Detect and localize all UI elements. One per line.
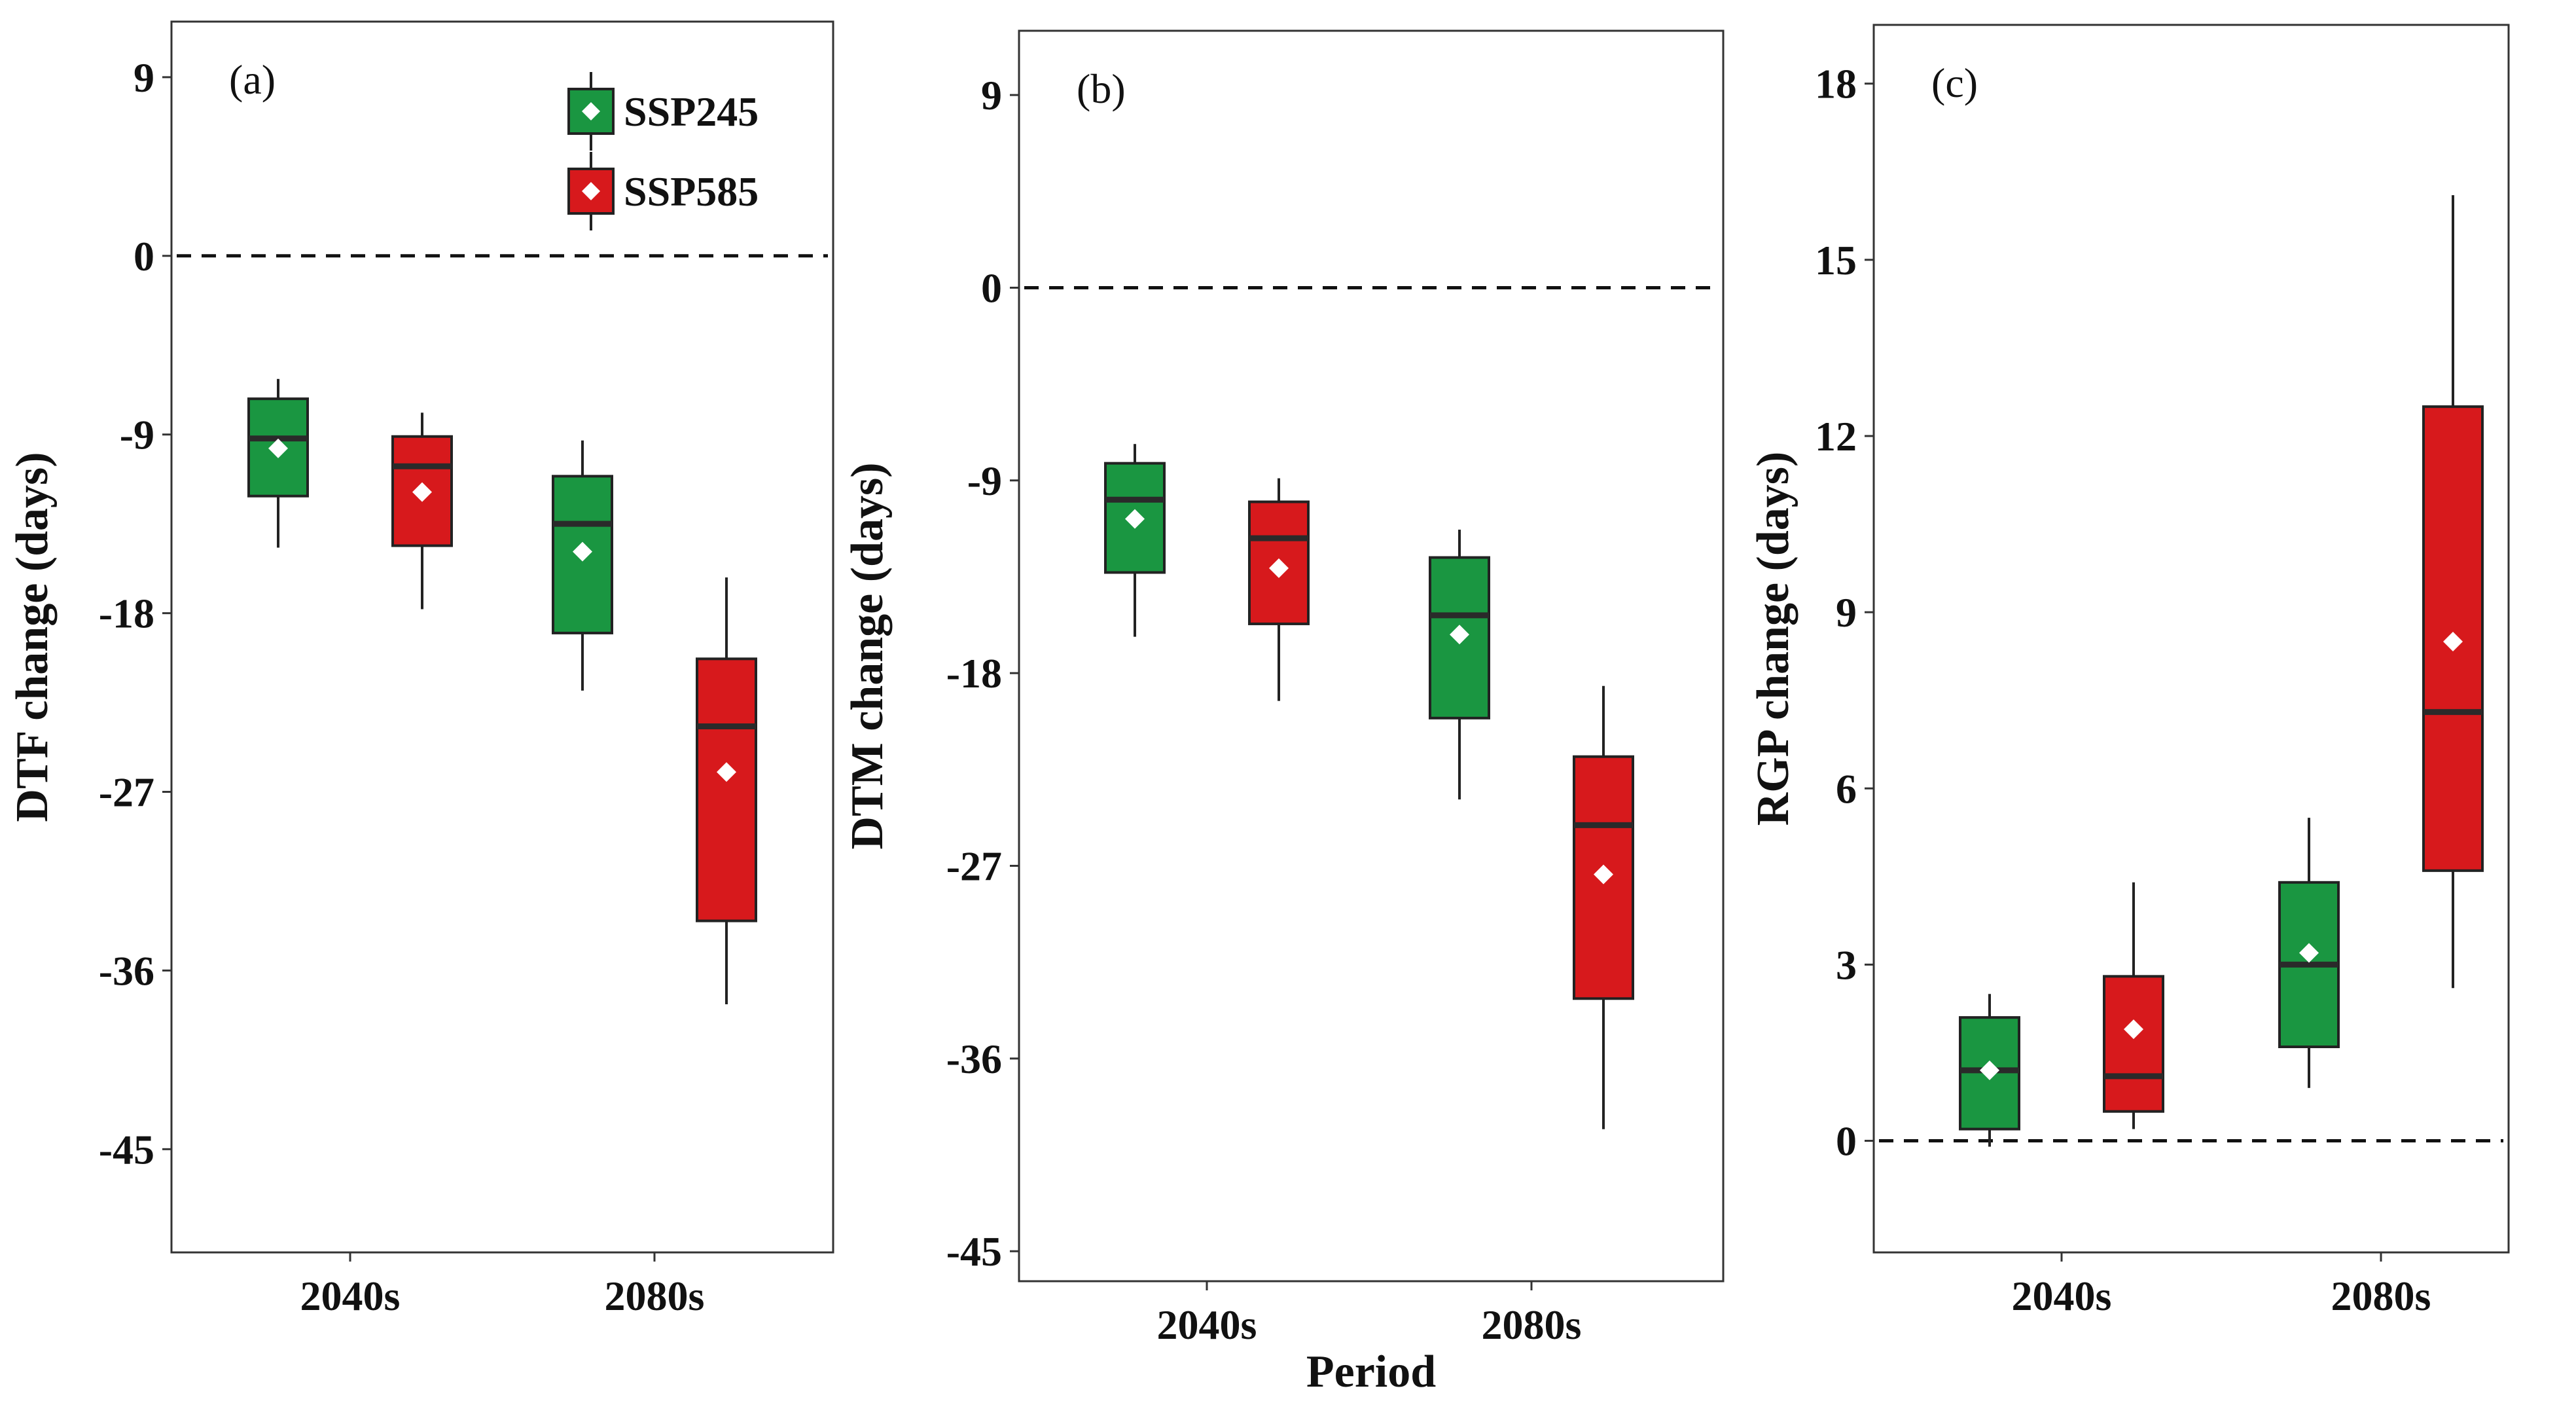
y-axis-title: RGP change (days) [1748,452,1798,826]
box-ssp245-2040s [1959,994,2020,1147]
plot-frame [170,20,834,1254]
mean-marker [1594,864,1613,884]
y-axis-title: DTF change (days) [7,452,58,822]
mean-marker [2299,943,2319,963]
y-tick-label: -45 [99,1126,154,1173]
x-tick-label: 2040s [1157,1302,1257,1348]
x-tick-label: 2080s [605,1273,705,1319]
legend-label-ssp585: SSP585 [624,168,759,215]
mean-marker [717,762,736,782]
y-tick-label: 9 [981,72,1002,118]
y-tick-label: -18 [946,650,1002,697]
box-ssp585-2040s [1248,478,1310,701]
y-tick-label: 0 [1836,1118,1857,1165]
legend-key-mean-marker [582,102,600,120]
panel-label: (a) [229,56,276,103]
box-body [696,657,757,922]
y-tick-label: 0 [981,264,1002,311]
mean-marker [412,482,432,502]
plot-frame [1872,24,2510,1254]
y-tick-label: 9 [1836,589,1857,636]
y-tick-label: 6 [1836,765,1857,812]
y-tick-label: 12 [1815,413,1857,460]
y-tick-label: 9 [134,54,154,101]
mean-marker [573,541,592,562]
y-tick-label: 18 [1815,61,1857,107]
box-ssp245-2040s [247,378,309,548]
y-tick-label: -27 [99,769,154,816]
box-ssp245-2080s [552,440,613,691]
legend: SSP245 SSP585 [567,72,759,230]
mean-marker [1269,558,1289,578]
y-axis-title: DTM change (days) [842,462,893,849]
x-axis-title: Period [1306,1347,1436,1397]
panel-label: (b) [1077,65,1126,112]
y-tick-label: -18 [99,591,154,637]
legend-label-ssp245: SSP245 [624,88,759,135]
mean-marker [1450,625,1469,645]
y-tick-label: -9 [967,458,1002,504]
y-tick-label: -45 [946,1228,1002,1275]
mean-marker [2443,631,2463,651]
mean-marker [2124,1019,2143,1040]
y-tick-label: 3 [1836,941,1857,988]
box-ssp245-2080s [2278,818,2340,1088]
y-tick-label: -9 [120,412,154,458]
panel-label: (c) [1931,60,1978,106]
y-tick-label: 15 [1815,237,1857,283]
box-ssp585-2080s [1573,685,1634,1129]
mean-marker [1980,1060,1999,1080]
x-tick-label: 2080s [1482,1302,1582,1348]
y-tick-label: -36 [99,947,154,994]
y-tick-label: 0 [134,233,154,280]
box-ssp245-2040s [1104,444,1166,637]
x-tick-label: 2040s [2012,1273,2112,1319]
x-tick-label: 2080s [2331,1273,2431,1319]
box-ssp585-2040s [391,412,453,610]
box-ssp245-2080s [1429,530,1490,800]
box-body [2103,975,2164,1113]
panel-b: 9 0 -9 -18 -27 -36 -45 2040s 2080s DTM change (da… [842,29,1725,1397]
panel-a: 9 0 -9 -18 -27 -36 -45 2040s 2080s DTF change (da… [7,20,834,1319]
box-ssp585-2040s [2103,882,2164,1129]
y-tick-label: -27 [946,843,1002,890]
box-ssp585-2080s [696,577,757,1004]
panel-c: 18 15 12 9 6 3 0 2040s 2080s RGP change (days) (c) [1748,24,2510,1319]
y-tick-label: -36 [946,1036,1002,1082]
plot-frame [1018,29,1725,1283]
mean-marker [268,438,288,458]
mean-marker [1125,509,1145,529]
box-ssp585-2080s [2422,195,2484,989]
x-tick-label: 2040s [300,1273,401,1319]
legend-key-mean-marker [582,182,600,200]
